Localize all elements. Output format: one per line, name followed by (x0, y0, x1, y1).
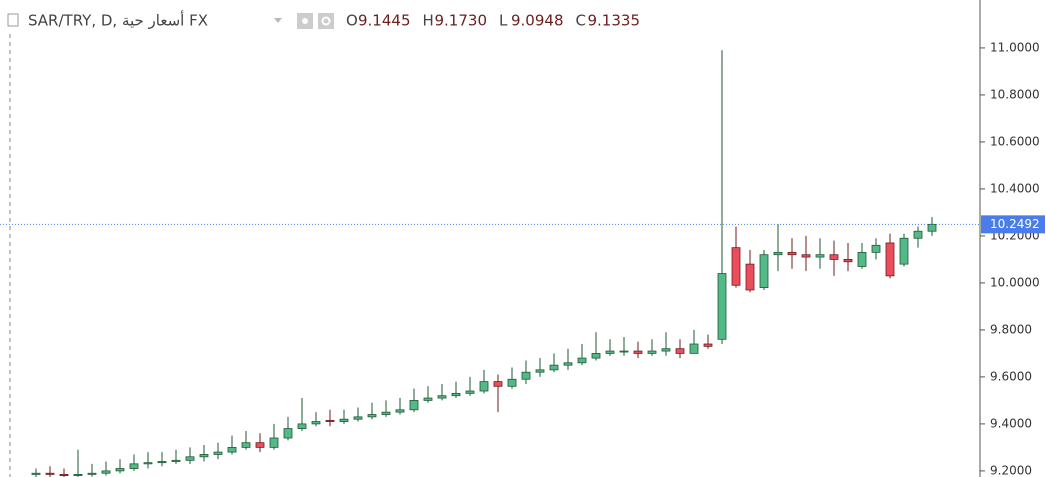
candle-body (45, 472, 55, 475)
candle-body (479, 381, 489, 392)
ohlc-label: O (346, 12, 358, 30)
y-tick-label: 11.0000 (990, 40, 1040, 54)
candle-body (227, 446, 237, 453)
settings-icon-gear (321, 16, 331, 26)
ohlc-legend: O 9.1445 H 9.1730 L 9.0948 C 9.1335 (346, 12, 640, 30)
candle-body (171, 459, 181, 462)
candle-body (157, 461, 167, 464)
ohlc-value: 9.1730 (435, 12, 488, 30)
candle-body (59, 474, 69, 476)
candle-body (843, 259, 853, 263)
candle-body (101, 470, 111, 474)
candle-body (563, 362, 573, 366)
y-tick-label: 10.6000 (990, 134, 1040, 148)
y-tick-label: 9.4000 (990, 416, 1032, 430)
y-tick-label: 9.2000 (990, 463, 1032, 477)
candle-body (633, 350, 643, 354)
candle-body (745, 263, 755, 291)
candle-body (353, 416, 363, 420)
last-price-label: 10.2492 (990, 217, 1040, 231)
candle-body (815, 254, 825, 258)
candle-body (871, 244, 881, 253)
candle-body (857, 251, 867, 267)
ohlc-value: 9.0948 (511, 12, 564, 30)
candle-body (703, 343, 713, 347)
candle-body (395, 409, 405, 413)
y-tick-label: 9.8000 (990, 322, 1032, 336)
candle-body (213, 451, 223, 455)
candle-body (717, 273, 727, 340)
candle-body (409, 399, 419, 411)
candle-body (31, 472, 41, 475)
candle-body (605, 350, 615, 354)
candle-body (269, 437, 279, 448)
candle-body (619, 350, 629, 353)
ohlc-label: H (423, 12, 434, 30)
candle-body (801, 254, 811, 258)
candle-body (367, 414, 377, 418)
y-tick-label: 10.0000 (990, 275, 1040, 289)
candle-body (647, 350, 657, 354)
candle-body (185, 456, 195, 461)
candle-body (339, 418, 349, 422)
candle-body (437, 395, 447, 399)
candle-body (661, 348, 671, 352)
settings-icon[interactable] (318, 13, 334, 29)
candle-body (507, 378, 517, 387)
candle-body (465, 390, 475, 394)
collapse-icon[interactable] (7, 13, 19, 27)
candle-body (885, 242, 895, 277)
candle-body (255, 442, 265, 448)
candle-body (73, 474, 83, 476)
candle-body (423, 397, 433, 401)
candle-body (759, 254, 769, 289)
candle-body (297, 423, 307, 429)
candle-body (899, 237, 909, 265)
candle-body (241, 442, 251, 448)
candle-body (451, 392, 461, 397)
candle-body (325, 419, 335, 422)
candle-body (87, 472, 97, 475)
ohlc-label: C (576, 12, 586, 30)
candle-body (577, 357, 587, 364)
y-tick-label: 10.4000 (990, 181, 1040, 195)
candle-body (787, 251, 797, 256)
last-price-tag (981, 215, 1045, 234)
candle-body (773, 251, 783, 256)
ohlc-value: 9.1335 (588, 12, 641, 30)
symbol-title: SAR/TRY, D, أسعار حية FX (28, 11, 208, 30)
dropdown-icon[interactable] (274, 18, 282, 23)
candle-body (927, 223, 937, 232)
candle-body (535, 369, 545, 373)
candle-body (591, 353, 601, 359)
candle-body (521, 371, 531, 380)
candle-body (143, 462, 153, 465)
y-tick-label: 10.8000 (990, 87, 1040, 101)
candle-body (913, 230, 923, 239)
candle-body (689, 343, 699, 354)
ohlc-label: L (499, 12, 508, 30)
candle-body (493, 381, 503, 387)
candle-body (675, 348, 685, 354)
candle-body (129, 463, 139, 469)
candle-body (829, 254, 839, 260)
y-tick-label: 9.6000 (990, 369, 1032, 383)
candle-body (381, 411, 391, 415)
candle-body (283, 428, 293, 439)
candle-body (199, 454, 209, 458)
ohlc-value: 9.1445 (358, 12, 411, 30)
eye-icon-dot (302, 18, 308, 24)
candle-body (731, 247, 741, 286)
candle-body (549, 364, 559, 371)
candle-body (115, 468, 125, 472)
candle-body (311, 421, 321, 425)
